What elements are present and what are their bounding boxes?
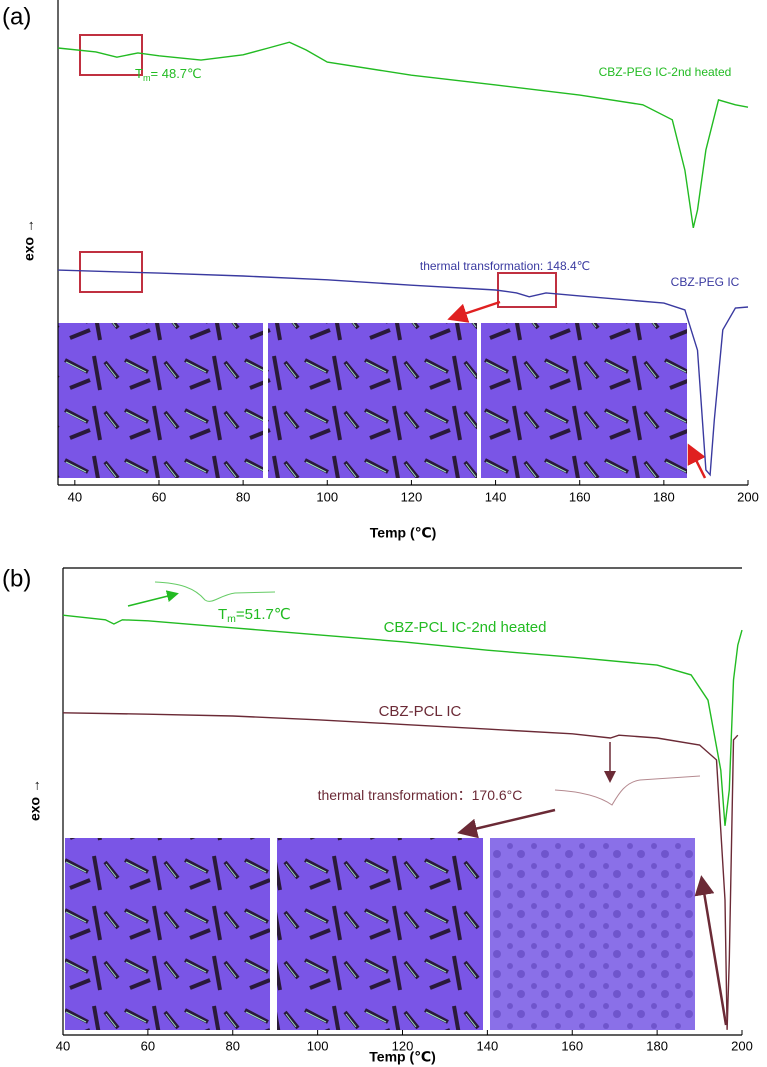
panel-label: (a): [2, 3, 31, 30]
y-axis-label: exo →: [27, 779, 43, 821]
annotation: thermal transformation：170.6°C: [318, 787, 523, 803]
annotation-text: CBZ-PCL IC-2nd heated: [384, 619, 547, 636]
annotation-text: CBZ-PEG IC: [671, 275, 740, 289]
annotation: Tm=51.7℃: [218, 606, 291, 625]
annotation: thermal transformation: 148.4℃: [420, 259, 590, 273]
curve: [62, 614, 743, 826]
x-tick-label: 140: [477, 1038, 499, 1053]
arrows: [127, 300, 728, 1026]
annotation-text: T: [218, 606, 227, 623]
micrographs-b: [65, 838, 695, 1030]
x-tick-label: 80: [236, 489, 250, 504]
y-axis-label: exo →: [21, 219, 37, 261]
x-tick-label: 180: [653, 489, 675, 504]
curve: [57, 269, 749, 477]
x-tick-label: 140: [485, 489, 507, 504]
x-tick-label: 180: [646, 1038, 668, 1053]
annotation-rest: =51.7℃: [236, 606, 291, 623]
x-tick-label: 60: [152, 489, 166, 504]
annotation: CBZ-PCL IC: [379, 703, 462, 720]
x-tick-label: 40: [56, 1038, 70, 1053]
x-tick-label: 200: [731, 1038, 753, 1053]
curve: [62, 712, 739, 1030]
zoom-insets: [154, 581, 701, 806]
annotation-rest: = 48.7℃: [151, 66, 202, 81]
panel-label: (b): [2, 565, 31, 592]
x-tick-label: 200: [737, 489, 759, 504]
annotation-text: T: [135, 66, 143, 81]
annotation-text: CBZ-PCL IC: [379, 703, 462, 720]
curve: [57, 41, 749, 229]
annotation: CBZ-PEG IC-2nd heated: [599, 65, 732, 79]
x-axis-label: Temp (℃): [370, 525, 436, 541]
x-tick-label: 160: [569, 489, 591, 504]
x-tick-label: 100: [316, 489, 338, 504]
x-tick-label: 120: [401, 489, 423, 504]
annotation-sub: m: [227, 613, 236, 625]
x-tick-label: 160: [561, 1038, 583, 1053]
x-tick-label: 80: [226, 1038, 240, 1053]
x-tick-label: 120: [392, 1038, 414, 1053]
x-tick-label: 60: [141, 1038, 155, 1053]
annotation-text: thermal transformation: 148.4℃: [420, 259, 590, 273]
annotation-text: thermal transformation：170.6°C: [318, 787, 523, 803]
annotation: CBZ-PCL IC-2nd heated: [384, 619, 547, 636]
micrographs-a: [58, 323, 687, 478]
annotation: CBZ-PEG IC: [671, 275, 740, 289]
x-tick-label: 100: [307, 1038, 329, 1053]
x-tick-label: 40: [68, 489, 82, 504]
annotation-sub: m: [143, 73, 151, 83]
annotation: Tm= 48.7℃: [135, 66, 202, 83]
x-axis-label: Temp (℃): [369, 1049, 435, 1065]
annotation-text: CBZ-PEG IC-2nd heated: [599, 65, 732, 79]
